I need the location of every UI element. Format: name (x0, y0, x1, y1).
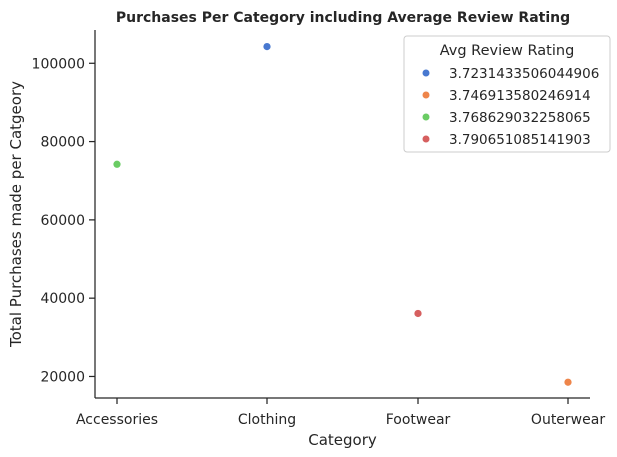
legend-label: 3.7231433506044906 (449, 66, 599, 82)
data-point (112, 159, 122, 169)
data-point (563, 377, 573, 387)
data-points (112, 42, 573, 387)
x-tick-label: Clothing (238, 412, 296, 428)
legend-marker (422, 135, 430, 143)
data-point (262, 42, 272, 51)
legend-title: Avg Review Rating (440, 43, 575, 59)
x-axis-label: Category (308, 431, 377, 449)
legend-marker (422, 113, 430, 121)
y-tick-label: 20000 (40, 369, 85, 385)
x-tick-label: Outerwear (531, 412, 605, 428)
y-tick-label: 100000 (32, 56, 85, 72)
x-tick-label: Footwear (386, 412, 451, 428)
chart-title: Purchases Per Category including Average… (116, 10, 570, 26)
legend-label: 3.746913580246914 (449, 88, 591, 104)
x-ticks: Accessories Clothing Footwear Outerwear (76, 398, 605, 428)
plot-area: 20000 40000 60000 80000 100000 Accessories Cl… (32, 30, 605, 428)
legend-frame (403, 35, 611, 153)
x-tick-label: Accessories (76, 412, 158, 428)
y-ticks: 20000 40000 60000 80000 100000 (32, 56, 95, 385)
legend-marker (422, 91, 430, 99)
data-point (413, 309, 423, 318)
legend-items: 3.7231433506044906 3.746913580246914 3.768… (422, 66, 599, 148)
y-tick-label: 40000 (40, 291, 85, 307)
legend-label: 3.790651085141903 (449, 132, 591, 148)
legend-label: 3.768629032258065 (449, 110, 591, 126)
y-axis-label: Total Purchases made per Catgeory (7, 81, 25, 348)
legend: Avg Review Rating 3.7231433506044906 3.74… (403, 35, 611, 153)
y-tick-label: 60000 (40, 213, 85, 229)
legend-marker (422, 69, 430, 77)
y-tick-label: 80000 (40, 135, 85, 151)
